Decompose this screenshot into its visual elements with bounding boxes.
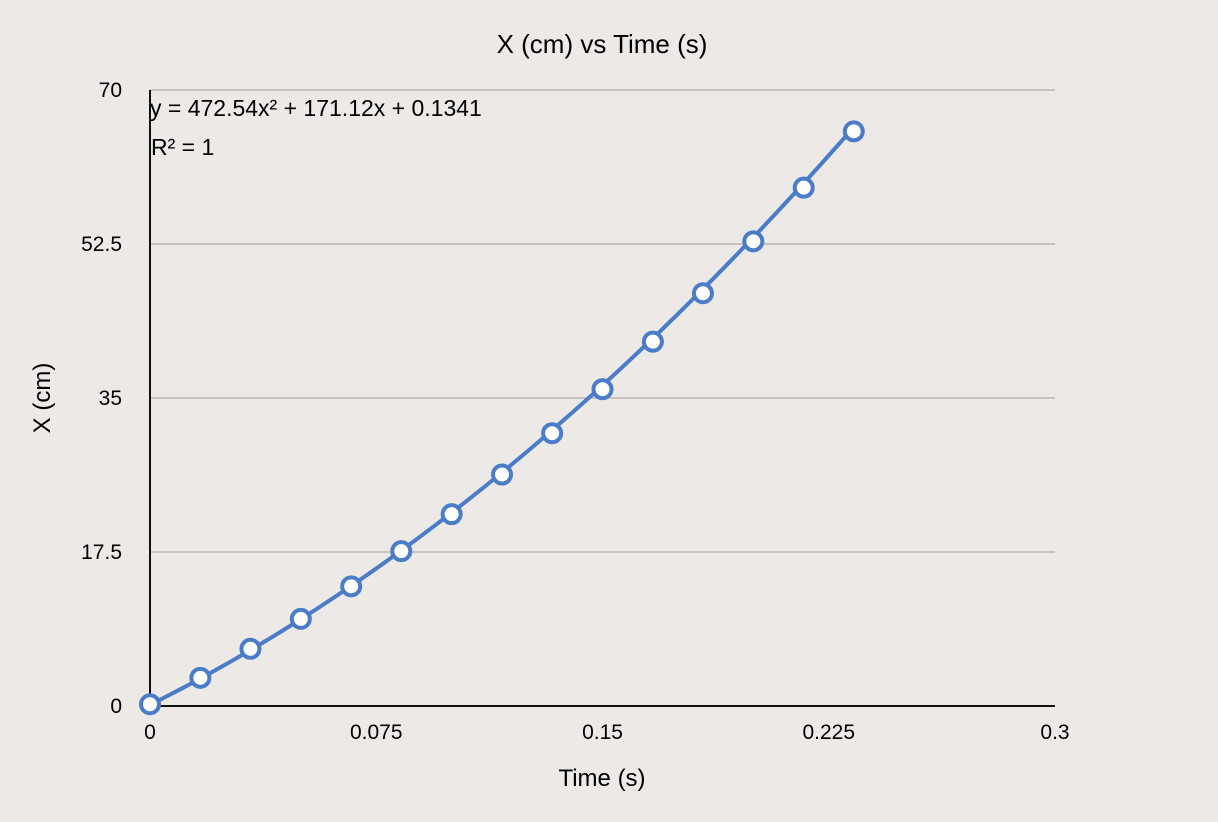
x-tick-label: 0.075 xyxy=(350,721,403,744)
y-tick-label: 0 xyxy=(110,695,122,718)
trendline-equation: y = 472.54x² + 171.12x + 0.1341 xyxy=(150,95,482,121)
data-point xyxy=(491,463,514,486)
data-point xyxy=(541,422,564,445)
data-point xyxy=(390,540,413,563)
series xyxy=(139,120,865,716)
x-tick-label: 0.225 xyxy=(802,721,855,744)
data-point xyxy=(691,282,714,305)
y-tick-label: 52.5 xyxy=(81,233,122,256)
data-point xyxy=(289,607,312,630)
data-point xyxy=(139,693,161,716)
y-tick-label: 35 xyxy=(99,387,122,410)
data-point xyxy=(340,575,363,598)
r-squared-label: R² = 1 xyxy=(151,134,214,160)
data-point xyxy=(742,230,765,253)
x-tick-label: 0 xyxy=(144,721,156,744)
x-tick-label: 0.15 xyxy=(582,721,623,744)
data-point xyxy=(792,176,815,199)
tick-labels: 0 0.075 0.15 0.225 0.3 0 17.5 35 52.5 70 xyxy=(81,79,1069,744)
data-point xyxy=(591,378,614,401)
data-point xyxy=(189,666,212,689)
grid-lines xyxy=(150,89,1055,553)
data-point xyxy=(842,120,865,143)
y-tick-label: 17.5 xyxy=(81,541,122,564)
chart-title: X (cm) vs Time (s) xyxy=(497,29,708,59)
trendline xyxy=(148,125,856,707)
x-tick-label: 0.3 xyxy=(1040,721,1069,744)
data-point xyxy=(641,330,664,353)
x-axis-label: Time (s) xyxy=(558,765,645,792)
y-tick-label: 70 xyxy=(99,79,122,102)
data-point xyxy=(440,503,463,526)
data-point xyxy=(239,637,262,660)
y-axis-label: X (cm) xyxy=(29,363,56,434)
axes xyxy=(149,90,1055,707)
